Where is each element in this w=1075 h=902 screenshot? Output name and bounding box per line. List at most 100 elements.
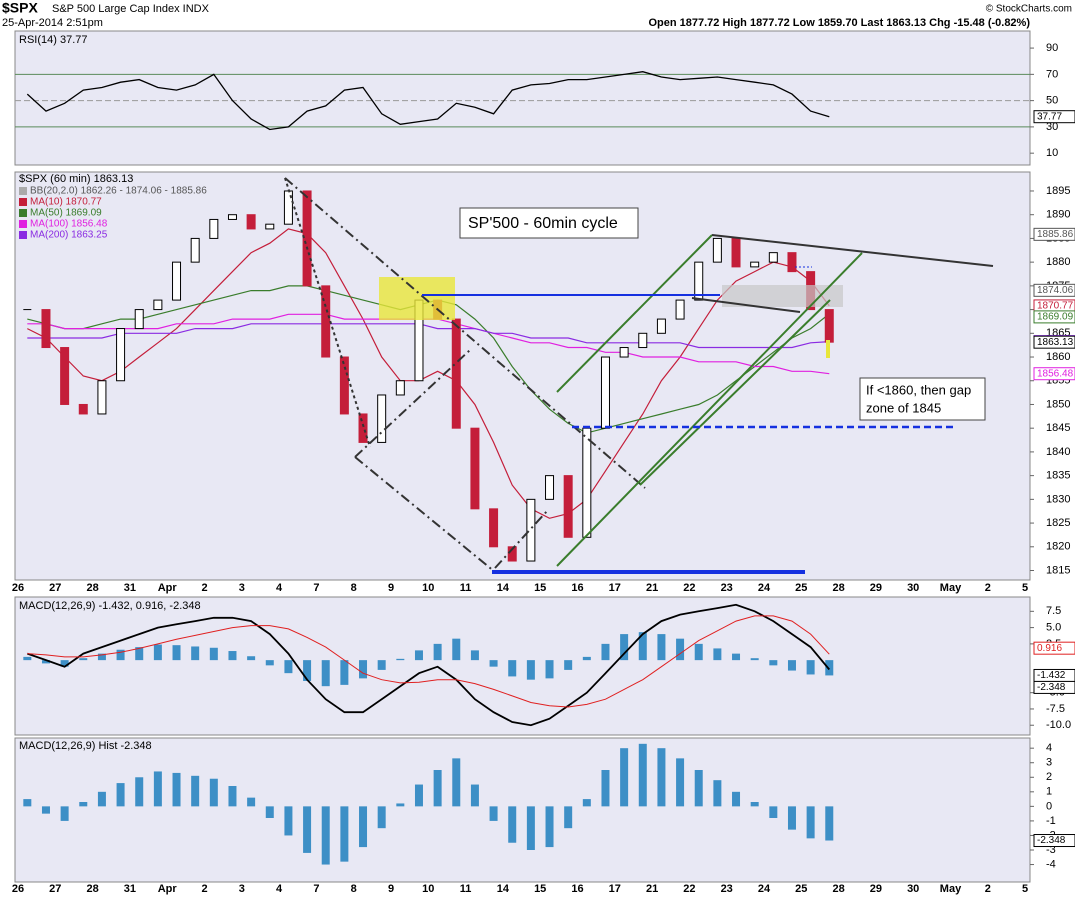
x-tick-label: 25 [795,582,807,594]
macd-hist-bar [23,656,32,661]
x-tick-label: 24 [758,883,771,895]
macd-hist-bar [433,643,442,661]
candle [507,546,517,562]
value-tag-label: 1856.48 [1037,368,1074,379]
symbol: $SPX [2,0,38,16]
candle [265,223,275,230]
x-tick-label: Apr [158,883,178,895]
hist-bar [470,784,479,807]
y-tick-label: 1840 [1046,446,1070,458]
legend-swatch [19,209,27,217]
hist-bar [321,806,330,865]
trend-line [284,177,371,448]
y-tick-label: 1850 [1046,398,1070,410]
hist-bar [79,802,88,807]
x-tick-label: 29 [870,582,882,594]
highlight-box [826,340,830,358]
candle [768,252,778,263]
x-tick-label: 26 [12,883,24,895]
macd-hist-bar [732,653,741,661]
x-tick-label: 21 [646,582,658,594]
macd-hist-bar [359,660,368,679]
annotation-box [459,207,639,239]
y-tick-label: 5.0 [1046,622,1061,634]
x-tick-label: 9 [388,582,394,594]
candle [675,299,685,320]
x-tick-label: May [940,582,962,594]
panel-title: $SPX (60 min) 1863.13 [19,173,133,185]
macd-hist-bar [470,650,479,661]
candle [824,309,834,343]
macd-line [27,603,830,727]
rsi-panel [14,30,1031,166]
macd-hist-bar [806,660,815,675]
x-tick-label: 3 [239,582,245,594]
x-tick-label: 28 [86,883,98,895]
macd-hist-bar [340,660,349,685]
value-tag [1033,110,1075,124]
value-tag [1033,641,1075,655]
y-tick-label: -1 [1046,815,1056,827]
macd-hist-bar [526,660,535,680]
hist-bar [116,783,125,807]
hist-bar [228,786,237,807]
macd-hist-bar [769,660,778,666]
panel-title: MACD(12,26,9) Hist -2.348 [19,740,152,752]
macd-hist-bar [601,643,610,661]
x-tick-label: 2 [201,582,207,594]
y-tick-label: 1890 [1046,209,1070,221]
y-tick-label: 7.5 [1046,605,1061,617]
x-tick-label: 16 [571,582,583,594]
x-tick-label: 7 [313,883,319,895]
candle [656,318,666,334]
hist-bar [97,791,106,807]
y-tick-label: 10 [1046,147,1058,159]
value-tag [1033,310,1075,324]
trend-line [494,509,549,569]
x-tick-label: 26 [12,582,24,594]
price-panel [14,171,1031,581]
macd-hist-bar [209,647,218,661]
macd-hist-bar [694,643,703,661]
trend-line [284,177,646,489]
rsi-line [26,71,830,131]
legend-entry: MA(50) 1869.09 [30,208,102,219]
x-tick-label: 14 [497,582,510,594]
x-tick-label: 17 [609,883,621,895]
y-tick-label: 90 [1046,42,1058,54]
legend-entry: MA(200) 1863.25 [30,230,108,241]
hist-panel [14,737,1031,883]
candle [172,261,182,301]
macd-hist-bar [377,660,386,670]
value-tag [1033,834,1075,848]
candle [78,403,88,415]
y-tick-label: 1845 [1046,422,1070,434]
candle [134,309,144,330]
x-tick-label: 27 [49,883,61,895]
macd-hist-bar [787,660,796,671]
macd-panel [14,596,1031,736]
legend-swatch [19,220,27,228]
x-tick-label: Apr [158,582,178,594]
hist-bar [564,806,573,829]
x-tick-label: 28 [832,883,844,895]
candle [731,237,741,268]
hist-bar [247,797,256,807]
macd-hist-bar [153,644,162,661]
value-tag [1033,283,1075,297]
x-tick-label: 2 [201,883,207,895]
y-tick-label: 1835 [1046,470,1070,482]
hist-bar [769,806,778,818]
y-tick-label: 3 [1046,757,1052,769]
hist-bar [694,770,703,807]
x-tick-label: 23 [721,883,733,895]
value-tag-label: 1869.09 [1037,312,1074,323]
candle [116,328,126,382]
trend-line [639,299,831,486]
x-tick-label: 2 [985,582,991,594]
value-tag-label: -2.348 [1037,835,1066,846]
x-tick-label: 23 [721,582,733,594]
hist-bar [41,806,50,814]
y-tick-label: 2 [1046,771,1052,783]
candle [209,218,219,239]
